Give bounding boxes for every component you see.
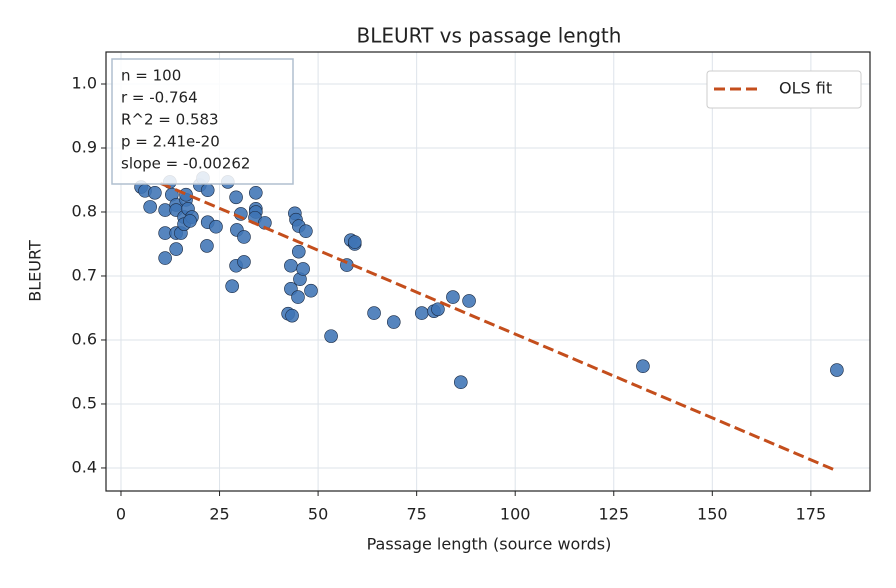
point xyxy=(296,262,310,276)
point xyxy=(229,190,243,205)
chart-title: BLEURT vs passage length xyxy=(357,24,622,48)
point xyxy=(258,216,272,230)
point xyxy=(636,359,650,374)
x-tick-label: 0 xyxy=(116,505,126,524)
point xyxy=(209,219,223,234)
legend-label: OLS fit xyxy=(779,79,832,98)
y-tick-label: 0.5 xyxy=(72,393,97,412)
point xyxy=(446,290,460,304)
legend-box xyxy=(706,70,862,109)
point xyxy=(386,315,401,329)
x-axis-label: Passage length (source words) xyxy=(367,535,612,554)
x-tick-label: 175 xyxy=(796,505,827,524)
point xyxy=(304,283,318,298)
y-tick-label: 0.6 xyxy=(72,329,97,348)
x-tick-label: 75 xyxy=(406,505,426,524)
y-tick-label: 0.4 xyxy=(72,457,97,476)
point xyxy=(291,290,305,304)
stats-text: r = -0.764 xyxy=(121,89,198,107)
point xyxy=(324,329,338,343)
point xyxy=(237,255,251,269)
x-tick-label: 25 xyxy=(209,505,229,524)
point xyxy=(285,308,299,323)
y-tick-label: 0.7 xyxy=(72,265,97,284)
y-axis-label: BLEURT xyxy=(26,240,45,302)
point xyxy=(148,185,162,200)
point xyxy=(249,185,263,200)
point xyxy=(453,375,468,390)
point xyxy=(462,294,476,308)
y-tick-label: 0.9 xyxy=(72,137,97,156)
point xyxy=(158,251,172,265)
point xyxy=(143,200,157,214)
point xyxy=(291,244,306,259)
point xyxy=(225,279,239,294)
fit-line xyxy=(159,181,836,472)
x-tick-label: 125 xyxy=(598,505,629,524)
point xyxy=(169,242,183,256)
plot-frame xyxy=(105,51,871,492)
point xyxy=(431,302,445,317)
stats-box xyxy=(111,58,294,185)
point xyxy=(183,214,197,228)
x-tick-label: 100 xyxy=(500,505,531,524)
stats-text: n = 100 xyxy=(121,67,181,85)
point xyxy=(347,235,362,249)
y-tick-label: 1.0 xyxy=(72,73,97,92)
stats-text: slope = -0.00262 xyxy=(121,155,250,173)
x-tick-label: 50 xyxy=(308,505,328,524)
point xyxy=(200,183,215,198)
x-tick-label: 150 xyxy=(697,505,728,524)
point xyxy=(299,224,313,238)
point xyxy=(414,306,429,320)
point xyxy=(200,239,214,253)
stats-text: p = 2.41e-20 xyxy=(121,133,220,151)
point xyxy=(284,258,298,273)
point xyxy=(830,363,844,377)
point xyxy=(237,230,251,244)
y-tick-label: 0.8 xyxy=(72,201,97,220)
stats-text: R^2 = 0.583 xyxy=(121,111,219,129)
point xyxy=(367,306,381,320)
